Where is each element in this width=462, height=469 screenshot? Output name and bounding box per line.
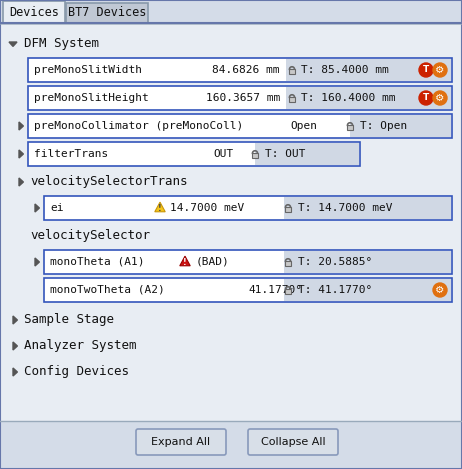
Text: filterTrans: filterTrans [34,149,108,159]
Circle shape [419,63,433,77]
Circle shape [419,91,433,105]
FancyBboxPatch shape [289,69,295,74]
Text: T: OUT: T: OUT [265,149,305,159]
Text: Config Devices: Config Devices [24,365,129,378]
Text: Analyzer System: Analyzer System [24,340,136,353]
FancyBboxPatch shape [28,86,452,110]
FancyBboxPatch shape [252,153,258,158]
Polygon shape [35,204,39,212]
Circle shape [433,63,447,77]
Text: Devices: Devices [9,6,59,18]
Text: T: Open: T: Open [360,121,407,131]
Text: T: 160.4000 mm: T: 160.4000 mm [301,93,395,103]
Polygon shape [19,178,24,186]
Text: T: T [423,66,429,75]
FancyBboxPatch shape [285,207,291,212]
Text: !: ! [183,258,187,267]
Polygon shape [13,342,18,350]
FancyBboxPatch shape [285,261,291,265]
Polygon shape [19,150,24,158]
Text: (BAD): (BAD) [196,257,230,267]
FancyBboxPatch shape [136,429,226,455]
Text: ⚙: ⚙ [435,93,444,103]
Text: 84.6826 mm: 84.6826 mm [213,65,280,75]
Text: monoTwoTheta (A2): monoTwoTheta (A2) [50,285,165,295]
FancyBboxPatch shape [44,278,452,302]
Text: T: 14.7000 meV: T: 14.7000 meV [298,203,393,213]
FancyBboxPatch shape [347,125,353,129]
FancyBboxPatch shape [284,251,451,273]
Text: ei: ei [50,203,63,213]
FancyBboxPatch shape [248,429,338,455]
Circle shape [433,91,447,105]
Polygon shape [19,122,24,130]
FancyBboxPatch shape [284,197,451,219]
Text: Expand All: Expand All [152,437,211,447]
FancyBboxPatch shape [28,58,452,82]
Polygon shape [13,368,18,376]
Polygon shape [13,316,18,324]
Text: T: 41.1770°: T: 41.1770° [298,285,372,295]
Text: !: ! [158,204,162,213]
Text: preMonoSlitWidth: preMonoSlitWidth [34,65,142,75]
Text: DFM System: DFM System [24,37,99,50]
Text: T: 85.4000 mm: T: 85.4000 mm [301,65,389,75]
FancyBboxPatch shape [286,87,451,109]
FancyBboxPatch shape [28,114,452,138]
FancyBboxPatch shape [284,279,451,301]
Text: monoTheta (A1): monoTheta (A1) [50,257,145,267]
Text: OUT: OUT [213,149,233,159]
FancyBboxPatch shape [0,24,462,445]
Text: T: T [423,93,429,103]
Text: 41.1770°: 41.1770° [248,285,302,295]
FancyBboxPatch shape [289,97,295,102]
Text: 14.7000 meV: 14.7000 meV [170,203,244,213]
Polygon shape [9,42,17,46]
Text: Sample Stage: Sample Stage [24,313,114,326]
Text: preMonoCollimator (preMonoColl): preMonoCollimator (preMonoColl) [34,121,243,131]
FancyBboxPatch shape [285,289,291,294]
FancyBboxPatch shape [44,250,452,274]
Polygon shape [35,258,39,266]
Text: Collapse All: Collapse All [261,437,325,447]
FancyBboxPatch shape [28,142,360,166]
Text: velocitySelector: velocitySelector [30,229,150,242]
FancyBboxPatch shape [3,1,65,23]
Text: 160.3657 mm: 160.3657 mm [206,93,280,103]
Text: preMonoSlitHeight: preMonoSlitHeight [34,93,149,103]
FancyBboxPatch shape [0,421,462,469]
FancyBboxPatch shape [255,143,359,165]
Text: Open: Open [290,121,317,131]
FancyBboxPatch shape [350,115,451,137]
FancyBboxPatch shape [286,59,451,81]
Polygon shape [180,256,190,266]
FancyBboxPatch shape [66,3,148,23]
Polygon shape [155,202,165,212]
Text: velocitySelectorTrans: velocitySelectorTrans [30,175,188,189]
Text: BT7 Devices: BT7 Devices [68,7,146,20]
Circle shape [433,283,447,297]
FancyBboxPatch shape [44,196,452,220]
Text: ⚙: ⚙ [435,65,444,76]
Text: T: 20.5885°: T: 20.5885° [298,257,372,267]
Text: ⚙: ⚙ [435,285,444,295]
